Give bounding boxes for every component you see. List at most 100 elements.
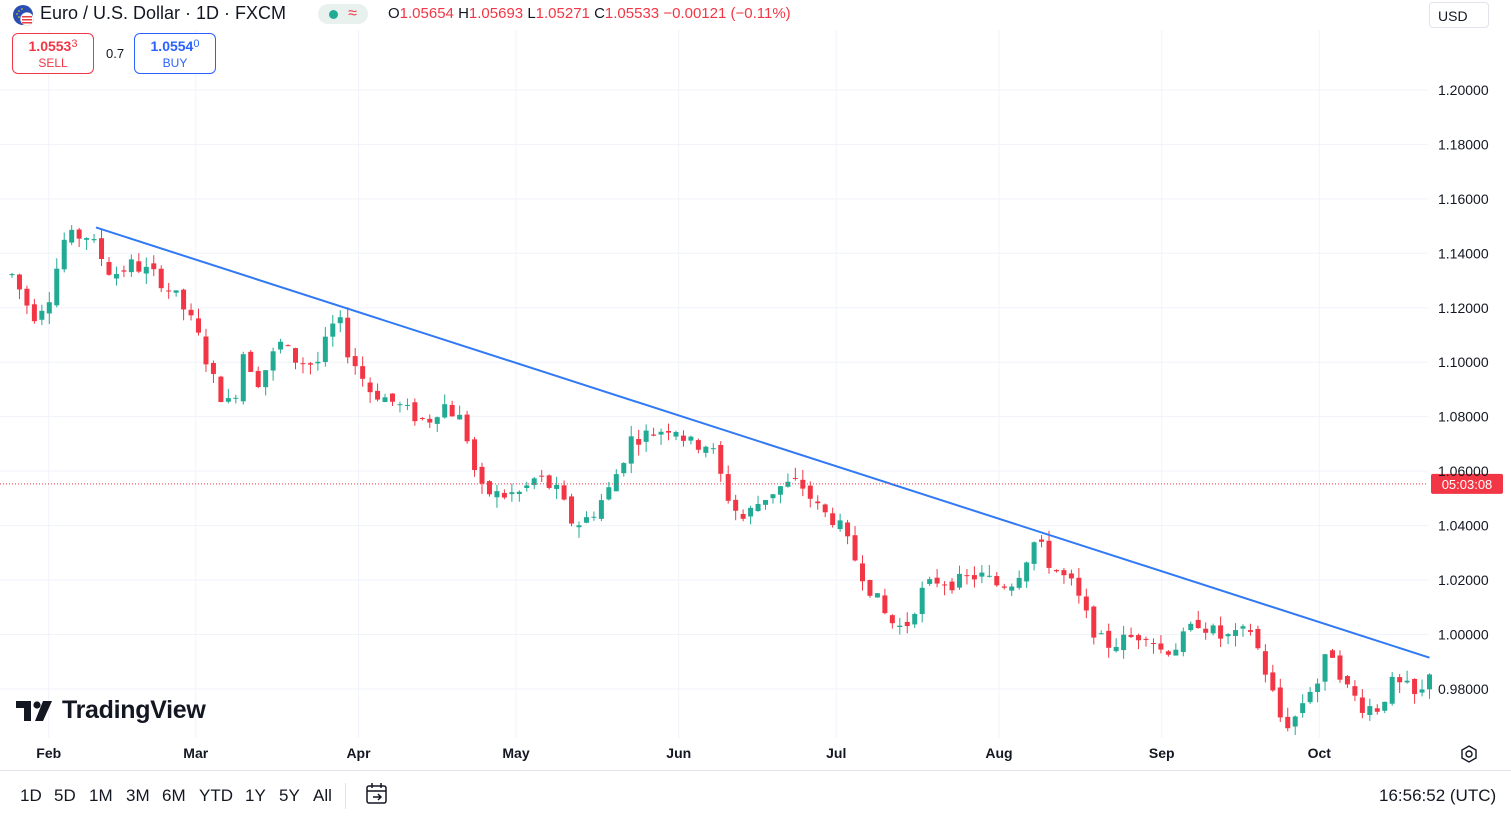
candle-body [1315, 683, 1321, 693]
range-3m-button[interactable]: 3M [126, 786, 150, 805]
candle-body [1031, 542, 1037, 564]
candle-body [860, 563, 865, 582]
range-1m-button[interactable]: 1M [89, 786, 113, 805]
trendline[interactable] [95, 226, 1430, 659]
currency-selector[interactable]: USD [1429, 2, 1489, 28]
candle-body [16, 274, 22, 290]
y-tick-label: 1.04000 [1438, 518, 1489, 534]
candle-body [442, 404, 448, 418]
candle-body [1046, 540, 1052, 568]
candle-body [1337, 655, 1343, 680]
candle-body [554, 484, 560, 489]
candle-body [1322, 654, 1328, 682]
tradingview-logo-icon [16, 700, 52, 721]
candle-body [725, 474, 731, 501]
candle-body [389, 393, 395, 402]
sell-button[interactable]: 1.05533 SELL [12, 33, 94, 74]
sell-price-sup: 3 [71, 38, 78, 50]
candle-body [673, 432, 679, 437]
candle-body [524, 485, 530, 489]
candle-body [845, 522, 851, 537]
candle-body [740, 513, 746, 519]
candle-body [46, 302, 52, 314]
y-tick-label: 1.14000 [1438, 245, 1489, 261]
buy-button[interactable]: 1.05540 BUY [134, 33, 216, 74]
y-tick-label: 1.06000 [1438, 463, 1489, 479]
candle-body [248, 351, 254, 372]
candle-body [516, 491, 522, 495]
candle-body [1225, 634, 1231, 637]
candle-body [106, 261, 112, 275]
market-status-pill[interactable]: ≈ [318, 4, 368, 24]
candle-body [322, 336, 328, 363]
utc-clock[interactable]: 16:56:52 (UTC) [1379, 786, 1497, 805]
candle-body [375, 390, 381, 400]
range-5d-button[interactable]: 5D [54, 786, 76, 805]
range-ytd-button[interactable]: YTD [199, 786, 233, 805]
ohlc-close-label: C [594, 5, 605, 22]
candle-body [24, 288, 30, 306]
candle-body [569, 496, 575, 524]
candle-body [367, 382, 373, 393]
y-tick-label: 1.16000 [1438, 191, 1489, 207]
buy-price: 1.05540 [135, 38, 215, 54]
candle-body [994, 576, 1000, 586]
price-axis[interactable]: 0.98000 1.00000 1.02000 1.04000 1.06000 1.080… [1438, 82, 1489, 697]
candle-body [718, 444, 724, 474]
candle-body [151, 263, 157, 270]
tradingview-logo[interactable]: TradingView [16, 696, 206, 725]
bottom-toolbar: 1D 5D 1M 3M 6M YTD 1Y 5Y All 16:56:52 (U… [0, 770, 1511, 820]
x-tick-label: Feb [36, 745, 61, 761]
candle-body [1367, 706, 1373, 716]
candle-body [360, 366, 366, 379]
candle-body [830, 513, 836, 525]
candle-body [800, 479, 806, 489]
candle-body [792, 477, 798, 479]
candle-body [1307, 691, 1313, 703]
candle-body [1330, 650, 1336, 658]
candle-body [1165, 651, 1171, 655]
candle-body [382, 397, 388, 402]
candle-body [1255, 628, 1261, 649]
candle-body [897, 625, 903, 628]
candle-body [807, 485, 813, 499]
candle-body [964, 575, 970, 577]
candle-body [434, 417, 440, 424]
settings-gear-icon[interactable] [1459, 744, 1479, 764]
range-1d-button[interactable]: 1D [20, 786, 42, 805]
ohlc-legend: O1.05654 H1.05693 L1.05271 C1.05533 −0.0… [388, 5, 791, 22]
time-axis[interactable]: Feb Mar Apr May Jun Jul Aug Sep Oct [36, 745, 1331, 761]
candle-body [188, 309, 194, 316]
price-chart[interactable]: 05:03:08 0.98000 1.00000 1.02000 1.04000 1.0… [0, 0, 1511, 770]
candle-body [330, 323, 336, 337]
candle-body [598, 500, 604, 519]
buy-price-sup: 0 [193, 38, 200, 50]
range-all-button[interactable]: All [313, 786, 332, 805]
y-tick-label: 1.10000 [1438, 354, 1489, 370]
candle-body [1359, 697, 1365, 713]
range-1y-button[interactable]: 1Y [245, 786, 266, 805]
candle-body [278, 341, 284, 350]
candle-body [255, 370, 261, 387]
candle-body [867, 579, 873, 596]
candle-body [419, 417, 425, 419]
y-tick-label: 1.18000 [1438, 136, 1489, 152]
candle-body [1195, 619, 1201, 629]
candle-body [76, 229, 82, 239]
candle-body [99, 238, 105, 260]
candle-body [1344, 676, 1350, 685]
candle-body [621, 463, 627, 474]
candle-body [785, 481, 791, 487]
candle-body [710, 448, 716, 450]
calendar-goto-icon[interactable] [364, 781, 390, 807]
candle-body [874, 593, 880, 598]
candle-body [1128, 634, 1134, 638]
candle-body [1427, 674, 1432, 690]
range-5y-button[interactable]: 5Y [279, 786, 300, 805]
candle-body [1076, 577, 1082, 596]
ohlc-change: −0.00121 (−0.11%) [663, 5, 791, 22]
range-6m-button[interactable]: 6M [162, 786, 186, 805]
candle-body [158, 268, 164, 289]
symbol-title[interactable]: Euro / U.S. Dollar · 1D · FXCM [40, 3, 287, 23]
y-tick-label: 1.08000 [1438, 409, 1489, 425]
